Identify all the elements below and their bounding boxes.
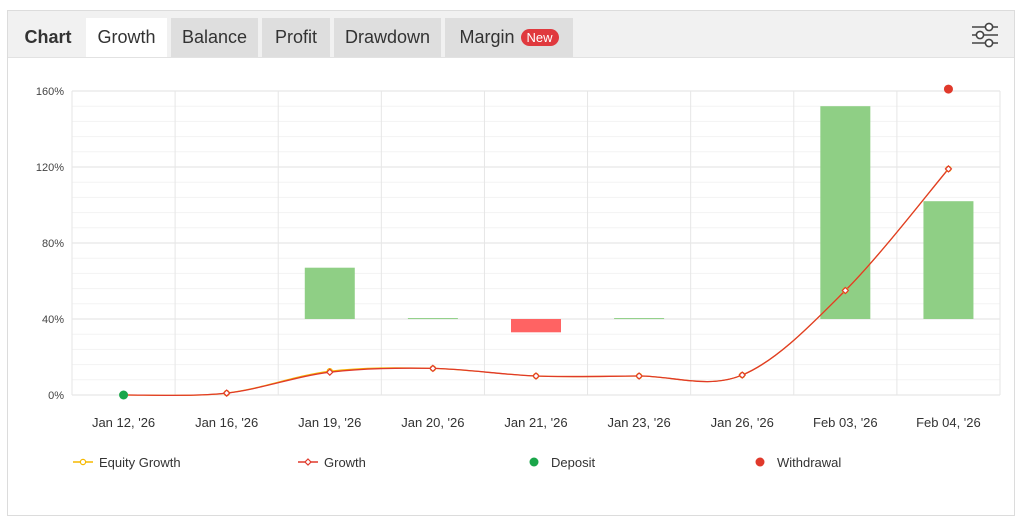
y-tick-label: 120% — [36, 162, 64, 174]
x-tick-label: Jan 12, '26 — [92, 415, 155, 430]
bar — [511, 319, 561, 333]
withdrawal-marker — [943, 84, 953, 94]
y-tick-label: 40% — [42, 314, 64, 326]
sliders-icon[interactable] — [970, 21, 1000, 49]
growth-point — [325, 368, 334, 377]
tab-margin[interactable]: Margin New — [445, 18, 573, 57]
legend-withdrawal-swatch — [755, 457, 765, 467]
y-tick-label: 80% — [42, 238, 64, 250]
tab-drawdown[interactable]: Drawdown — [334, 18, 441, 57]
tab-bar: Chart Growth Balance Profit Drawdown Mar… — [8, 11, 1014, 58]
growth-point — [738, 371, 747, 379]
legend-growth-point — [304, 458, 312, 466]
deposit-marker — [119, 390, 129, 400]
tab-growth[interactable]: Growth — [86, 18, 167, 57]
x-tick-label: Jan 16, '26 — [195, 415, 258, 430]
growth-point — [635, 372, 643, 380]
x-tick-label: Jan 21, '26 — [504, 415, 567, 430]
bar — [407, 318, 458, 320]
growth-point — [222, 389, 231, 397]
y-tick-label: 0% — [48, 390, 64, 402]
x-tick-label: Jan 19, '26 — [298, 415, 361, 430]
new-badge: New — [520, 29, 559, 46]
bar — [614, 318, 665, 320]
tab-profit[interactable]: Profit — [262, 18, 330, 57]
series-line — [123, 168, 949, 397]
growth-point — [944, 165, 953, 173]
bar — [923, 201, 974, 319]
growth-point — [841, 286, 850, 295]
x-tick-label: Jan 26, '26 — [711, 415, 774, 430]
y-tick-label: 160% — [36, 86, 64, 98]
x-tick-label: Feb 03, '26 — [813, 415, 878, 430]
legend-deposit-swatch — [529, 457, 539, 467]
x-tick-label: Jan 23, '26 — [608, 415, 671, 430]
legend-label[interactable]: Equity Growth — [99, 455, 181, 470]
chart-tab-label: Chart — [24, 27, 72, 47]
growth-point — [429, 364, 437, 373]
x-tick-label: Feb 04, '26 — [916, 415, 981, 430]
legend-equity-point — [79, 458, 87, 466]
legend-label[interactable]: Deposit — [551, 455, 595, 470]
bar — [304, 267, 355, 319]
tab-balance[interactable]: Balance — [171, 18, 258, 57]
legend-label[interactable]: Growth — [324, 455, 366, 470]
growth-point — [532, 372, 540, 380]
legend-label[interactable]: Withdrawal — [777, 455, 841, 470]
tab-margin-label: Margin — [459, 27, 515, 47]
x-tick-label: Jan 20, '26 — [401, 415, 464, 430]
bar — [820, 106, 871, 319]
